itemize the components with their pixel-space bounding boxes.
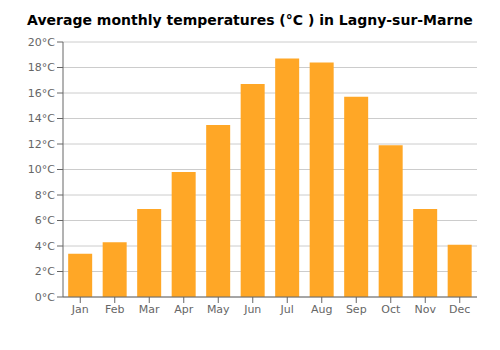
svg-text:18°C: 18°C xyxy=(28,61,55,74)
svg-text:6°C: 6°C xyxy=(35,214,55,227)
svg-text:Mar: Mar xyxy=(139,303,160,316)
svg-text:12°C: 12°C xyxy=(28,138,55,151)
svg-text:Sep: Sep xyxy=(346,303,367,316)
svg-text:4°C: 4°C xyxy=(35,240,55,253)
svg-text:Feb: Feb xyxy=(105,303,124,316)
svg-text:Jun: Jun xyxy=(243,303,261,316)
svg-text:14°C: 14°C xyxy=(28,112,55,125)
svg-text:0°C: 0°C xyxy=(35,291,55,304)
svg-text:2°C: 2°C xyxy=(35,265,55,278)
svg-text:Jan: Jan xyxy=(71,303,89,316)
svg-text:10°C: 10°C xyxy=(28,163,55,176)
svg-text:16°C: 16°C xyxy=(28,87,55,100)
svg-text:Aug: Aug xyxy=(311,303,332,316)
svg-text:8°C: 8°C xyxy=(35,189,55,202)
svg-text:May: May xyxy=(207,303,230,316)
html-text:Average monthly temperatures (: Average monthly temperatures (°C ) in La… xyxy=(27,12,473,28)
svg-text:Apr: Apr xyxy=(174,303,194,316)
svg-text:20°C: 20°C xyxy=(28,36,55,49)
svg-text:Dec: Dec xyxy=(449,303,470,316)
svg-text:Nov: Nov xyxy=(415,303,437,316)
svg-text:Oct: Oct xyxy=(381,303,401,316)
svg-text:Jul: Jul xyxy=(280,303,294,316)
